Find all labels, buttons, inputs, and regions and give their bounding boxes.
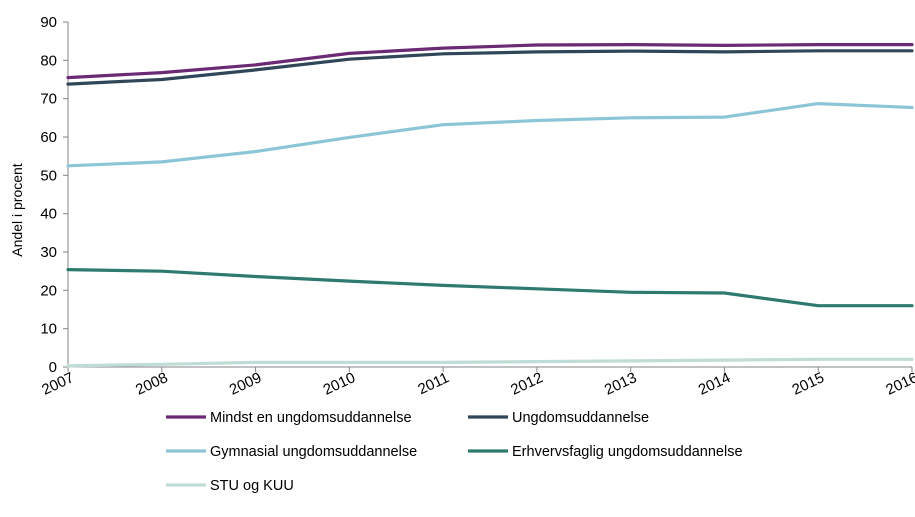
series-line-2 (66, 49, 914, 86)
legend-item: Gymnasial ungdomsuddannelse (166, 444, 417, 460)
x-tick-label: 2009 (227, 369, 264, 399)
y-tick-label: 0 (49, 359, 57, 376)
y-axis-title-group: Andel i procent (9, 163, 25, 257)
y-tick-label: 70 (40, 91, 57, 108)
y-tick-label: 10 (40, 321, 57, 338)
x-tick-label: 2011 (415, 369, 451, 398)
legend-item: Erhvervsfaglig ungdomsuddannelse (468, 444, 743, 460)
y-tick-label: 40 (40, 206, 57, 223)
x-tick-label: 2016 (883, 369, 915, 399)
legend: Mindst en ungdomsuddannelse Ungdomsuddann… (166, 410, 743, 494)
x-tick-label: 2007 (39, 369, 76, 399)
y-axis-title: Andel i procent (9, 163, 25, 257)
y-tick-label: 90 (40, 14, 57, 31)
legend-label: STU og KUU (210, 478, 294, 494)
series-line-3 (66, 101, 914, 168)
legend-item: Mindst en ungdomsuddannelse (166, 410, 412, 426)
legend-label: Erhvervsfaglig ungdomsuddannelse (512, 444, 743, 460)
legend-label: Gymnasial ungdomsuddannelse (210, 444, 417, 460)
x-tick-label: 2008 (133, 369, 170, 399)
series-line-4 (66, 268, 914, 308)
y-tick-label: 60 (40, 129, 57, 146)
y-tick-label: 50 (40, 167, 57, 184)
x-tick-label: 2014 (696, 369, 733, 399)
x-tick-label: 2015 (789, 369, 826, 399)
x-tick-label: 2010 (321, 369, 358, 399)
x-tick-label: 2013 (602, 369, 639, 399)
y-tick-labels: 0 10 20 30 40 50 60 70 80 90 (40, 14, 68, 376)
series-line-1 (66, 42, 914, 80)
series-lines (66, 42, 914, 368)
legend-item: Ungdomsuddannelse (468, 410, 649, 426)
legend-item: STU og KUU (166, 478, 294, 494)
y-tick-label: 20 (40, 282, 57, 299)
legend-label: Ungdomsuddannelse (512, 410, 649, 426)
x-tick-labels: 2007 2008 2009 2010 2011 2012 2013 2014 2015 2016 (39, 367, 915, 399)
y-tick-label: 80 (40, 52, 57, 69)
series-line-5 (66, 357, 914, 368)
x-tick-label: 2012 (508, 369, 545, 399)
legend-label: Mindst en ungdomsuddannelse (210, 410, 412, 426)
y-tick-label: 30 (40, 244, 57, 261)
